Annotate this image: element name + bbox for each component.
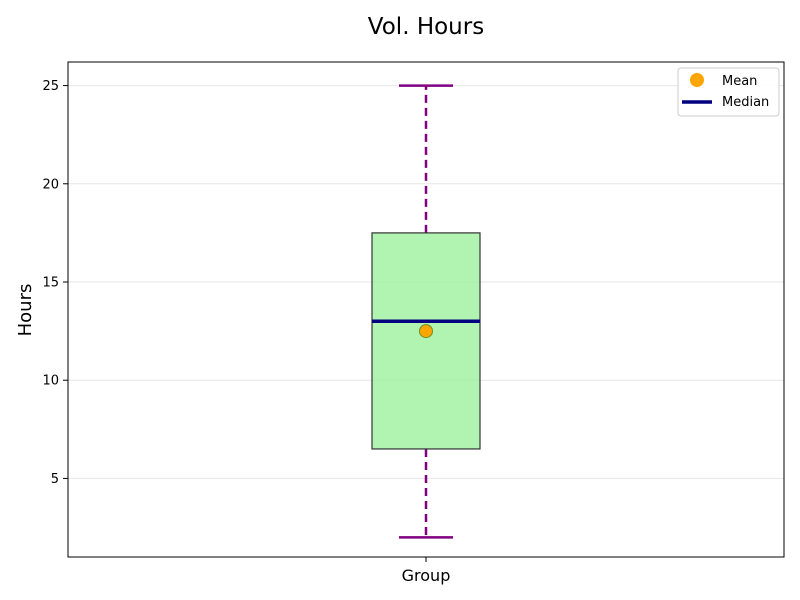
iqr-box: [371, 232, 481, 450]
y-tick-label: 20: [42, 177, 59, 192]
y-tick-label: 15: [42, 276, 59, 291]
mean-marker: [419, 324, 433, 339]
y-tick-label: 5: [51, 472, 59, 487]
y-tick-label: 25: [42, 79, 59, 94]
legend-mean-marker: [690, 73, 704, 87]
legend: Mean Median: [677, 67, 780, 117]
legend-median-label: Median: [722, 95, 769, 110]
chart-title: Vol. Hours: [368, 14, 484, 40]
legend-mean-label: Mean: [722, 74, 757, 89]
y-axis-label: Hours: [15, 284, 36, 337]
axes: 5 10 15 20 25 Group: [42, 79, 450, 585]
y-tick-label: 10: [42, 374, 59, 389]
x-tick-label: Group: [402, 566, 451, 585]
plot-area: [371, 84, 481, 539]
